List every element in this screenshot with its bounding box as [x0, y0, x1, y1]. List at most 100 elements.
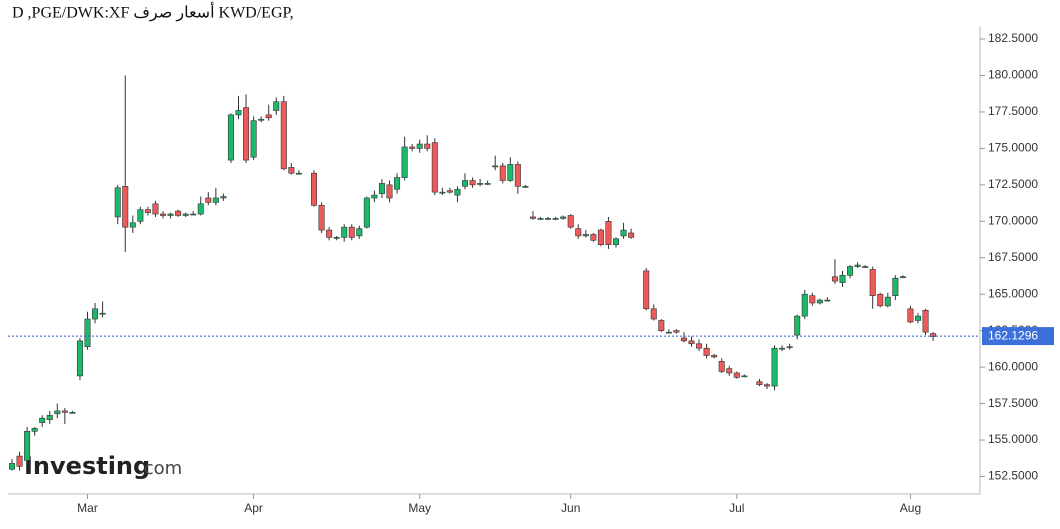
- candle-body: [514, 164, 521, 187]
- candle-body: [197, 203, 204, 215]
- candle-body: [114, 187, 121, 218]
- candle-body: [816, 299, 823, 304]
- candle-body: [152, 203, 159, 215]
- candle-body: [356, 228, 363, 237]
- candle-body: [394, 177, 401, 190]
- candle-body: [24, 430, 31, 461]
- candle-body: [786, 346, 793, 349]
- y-tick-label: 175.0000: [988, 141, 1038, 155]
- candle-body: [348, 226, 355, 238]
- candle-body: [250, 120, 257, 158]
- candle-body: [416, 143, 423, 149]
- candle-body: [39, 417, 46, 423]
- last-price-label: 162.1296: [988, 328, 1038, 342]
- candle-body: [424, 143, 431, 149]
- candle-body: [854, 264, 861, 267]
- candle-body: [363, 197, 370, 228]
- x-tick-label: Aug: [900, 501, 921, 515]
- candle-body: [718, 361, 725, 372]
- candle-body: [605, 221, 612, 245]
- candle-body: [273, 101, 280, 111]
- candle-body: [726, 368, 733, 374]
- candle-body: [884, 296, 891, 307]
- candle-body: [545, 218, 552, 220]
- candle-body: [288, 167, 295, 174]
- candle-body: [673, 330, 680, 333]
- candle-body: [582, 234, 589, 237]
- candle-body: [665, 331, 672, 334]
- y-tick-label: 172.5000: [988, 177, 1038, 191]
- candle-body: [688, 340, 695, 345]
- candle-body: [409, 146, 416, 149]
- candle-body: [869, 269, 876, 296]
- candle-body: [703, 347, 710, 356]
- candle-body: [741, 375, 748, 378]
- candle-body: [99, 312, 106, 315]
- candle-body: [46, 414, 53, 420]
- candle-body: [771, 347, 778, 387]
- candle-body: [628, 232, 635, 238]
- candle-body: [227, 114, 234, 161]
- candle-body: [167, 213, 174, 216]
- candle-body: [69, 412, 76, 414]
- candle-body: [265, 114, 272, 119]
- candle-body: [386, 184, 393, 199]
- candle-body: [824, 299, 831, 302]
- y-tick-label: 177.5000: [988, 104, 1038, 118]
- candle-body: [839, 274, 846, 283]
- candle-body: [922, 309, 929, 333]
- candle-body: [333, 237, 340, 239]
- candle-body: [61, 410, 68, 413]
- candle-body: [507, 164, 514, 181]
- y-tick-label: 152.5000: [988, 469, 1038, 483]
- candle-body: [144, 209, 151, 213]
- candle-body: [847, 266, 854, 276]
- candle-body: [711, 355, 718, 358]
- candle-body: [310, 172, 317, 206]
- candle-body: [9, 463, 16, 470]
- chart-title: D ,PGE/DWK:XF أسعار صرف KWD/EGP,: [12, 2, 294, 22]
- candle-body: [326, 229, 333, 238]
- candle-body: [318, 204, 325, 231]
- candle-body: [862, 266, 869, 268]
- candle-body: [122, 186, 129, 228]
- candle-body: [620, 229, 627, 237]
- candle-body: [658, 320, 665, 331]
- candle-body: [650, 308, 657, 320]
- x-tick-label: Mar: [77, 501, 98, 515]
- candle-body: [809, 295, 816, 304]
- x-tick-label: Apr: [244, 501, 263, 515]
- y-tick-label: 165.0000: [988, 286, 1038, 300]
- candle-body: [160, 213, 167, 216]
- candle-body: [401, 146, 408, 178]
- candle-body: [175, 210, 182, 216]
- candle-body: [733, 372, 740, 378]
- candle-body: [454, 188, 461, 196]
- candle-body: [552, 218, 559, 220]
- candle-body: [794, 315, 801, 336]
- candle-body: [529, 216, 536, 219]
- candle-body: [469, 180, 476, 186]
- candle-body: [907, 308, 914, 323]
- candle-body: [16, 455, 23, 467]
- y-tick-label: 155.0000: [988, 432, 1038, 446]
- candle-body: [295, 172, 302, 175]
- candle-body: [129, 222, 136, 228]
- y-tick-label: 182.5000: [988, 31, 1038, 45]
- candle-body: [84, 318, 91, 348]
- candle-body: [205, 197, 212, 203]
- candle-body: [537, 218, 544, 220]
- candle-body: [575, 228, 582, 237]
- candle-body: [378, 183, 385, 194]
- candle-body: [341, 226, 348, 238]
- watermark-suffix: .com: [138, 458, 182, 479]
- y-tick-label: 160.0000: [988, 359, 1038, 373]
- watermark: Investing: [24, 452, 150, 480]
- last-price-box: [982, 327, 1054, 346]
- candle-body: [371, 194, 378, 199]
- candle-body: [831, 276, 838, 282]
- candle-body: [484, 183, 491, 185]
- y-tick-label: 167.5000: [988, 250, 1038, 264]
- candle-body: [461, 180, 468, 187]
- y-tick-label: 180.0000: [988, 68, 1038, 82]
